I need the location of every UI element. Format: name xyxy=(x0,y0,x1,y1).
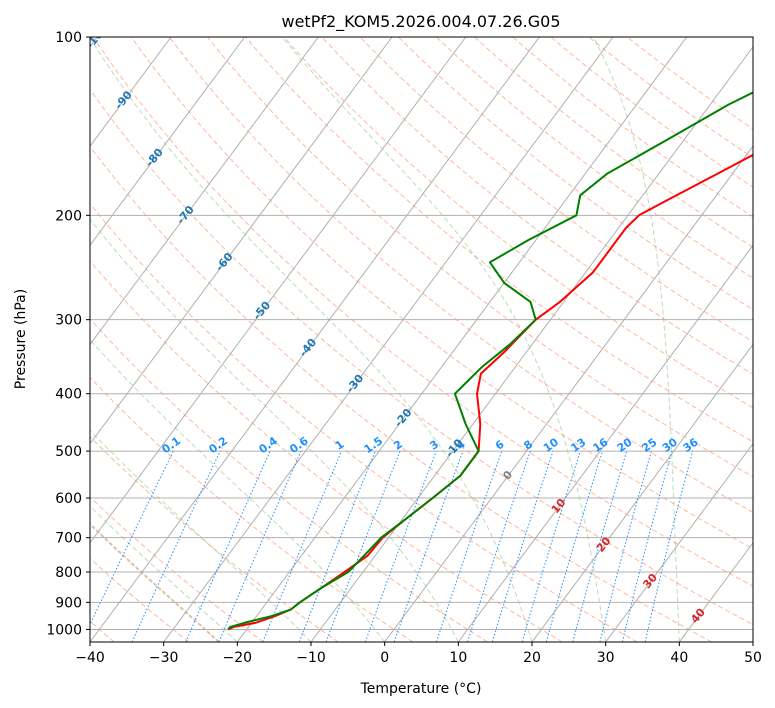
y-tick-label: 400 xyxy=(55,387,82,403)
mixing-ratio-line xyxy=(325,450,401,642)
dry-adiabat xyxy=(512,37,753,218)
moist-adiabat xyxy=(592,37,680,642)
axes: −40 −30 −20 −10 0 10 20 30 40 50 100 200 300 400 500 60… xyxy=(46,30,762,666)
y-tick-label: 500 xyxy=(55,444,82,460)
mixing-ratio-line xyxy=(90,450,174,626)
mixing-ratio-line xyxy=(644,450,694,642)
moist-adiabat xyxy=(90,218,459,642)
dry-adiabat xyxy=(245,37,753,443)
mixing-ratio-line xyxy=(545,450,603,642)
x-tick-label: −10 xyxy=(296,650,326,666)
dry-adiabat xyxy=(90,145,712,642)
y-tick-label: 200 xyxy=(55,208,82,224)
sounding-profiles xyxy=(227,91,753,631)
x-tick-label: 20 xyxy=(523,650,541,666)
chart-title: wetPf2_KOM5.2026.004.07.26.G05 xyxy=(281,12,560,32)
dry-adiabat xyxy=(90,496,264,642)
y-tick-label: 300 xyxy=(55,313,82,329)
y-axis-label: Pressure (hPa) xyxy=(13,289,29,389)
dry-adiabat xyxy=(130,37,753,550)
plot-frame xyxy=(89,36,754,643)
y-tick-label: 900 xyxy=(55,595,82,611)
dry-adiabat xyxy=(359,37,753,343)
isotherm-line xyxy=(90,37,467,544)
y-tick-label: 700 xyxy=(55,531,82,547)
mixing-ratio-line xyxy=(599,450,652,642)
isotherm-line xyxy=(457,244,753,642)
dry-adiabat xyxy=(90,202,638,642)
mixing-ratio-line xyxy=(435,450,503,642)
mixing-ratio-line xyxy=(262,450,343,642)
dry-adiabat xyxy=(90,88,753,626)
isotherms xyxy=(90,37,753,642)
isotherm-line xyxy=(531,343,753,642)
mixing-ratio-line xyxy=(521,450,581,642)
dry-adiabat xyxy=(283,37,753,409)
x-axis-label: Temperature (°C) xyxy=(360,681,482,697)
x-tick-label: 30 xyxy=(597,650,615,666)
mixing-ratio-line xyxy=(572,450,628,642)
y-tick-label: 100 xyxy=(55,30,82,46)
x-tick-label: 40 xyxy=(670,650,688,666)
isotherm-line xyxy=(605,442,753,642)
dry-adiabat xyxy=(550,37,753,188)
y-tick-label: 1000 xyxy=(46,622,82,638)
isotherm-line xyxy=(90,37,319,346)
isotherm-line xyxy=(163,37,614,642)
parcel-trajectory-line xyxy=(90,522,220,642)
isotherm-line xyxy=(236,37,688,642)
x-tick-label: −30 xyxy=(149,650,179,666)
x-tick-label: 50 xyxy=(744,650,762,666)
dry-adiabat xyxy=(90,318,488,642)
parcel-trajectory xyxy=(90,522,220,642)
x-tick-label: −20 xyxy=(223,650,253,666)
moist-adiabat xyxy=(281,37,607,642)
mixing-ratio-line xyxy=(298,450,376,642)
isotherm-line xyxy=(90,37,172,147)
moist-adiabat xyxy=(90,37,533,642)
y-tick-label: 800 xyxy=(55,565,82,581)
dry-adiabat xyxy=(169,37,753,513)
x-tick-label: −40 xyxy=(75,650,105,666)
x-tick-label: 0 xyxy=(380,650,389,666)
mixing-ratio-line xyxy=(621,450,673,642)
dry-adiabat xyxy=(321,37,753,375)
isotherm-line xyxy=(384,145,753,642)
isotherm-line xyxy=(90,37,393,445)
dry-adiabats xyxy=(90,37,753,642)
isotherm-line xyxy=(90,37,540,642)
dry-adiabat xyxy=(90,260,563,642)
isotherm-line xyxy=(90,37,246,247)
mixing-ratio-line xyxy=(364,450,437,642)
dry-adiabat xyxy=(436,37,753,279)
y-tick-label: 600 xyxy=(55,491,82,507)
x-tick-label: 10 xyxy=(449,650,467,666)
mixing-ratio-line xyxy=(131,450,221,642)
isotherm-line xyxy=(310,46,753,642)
dewpoint-line xyxy=(227,91,753,631)
